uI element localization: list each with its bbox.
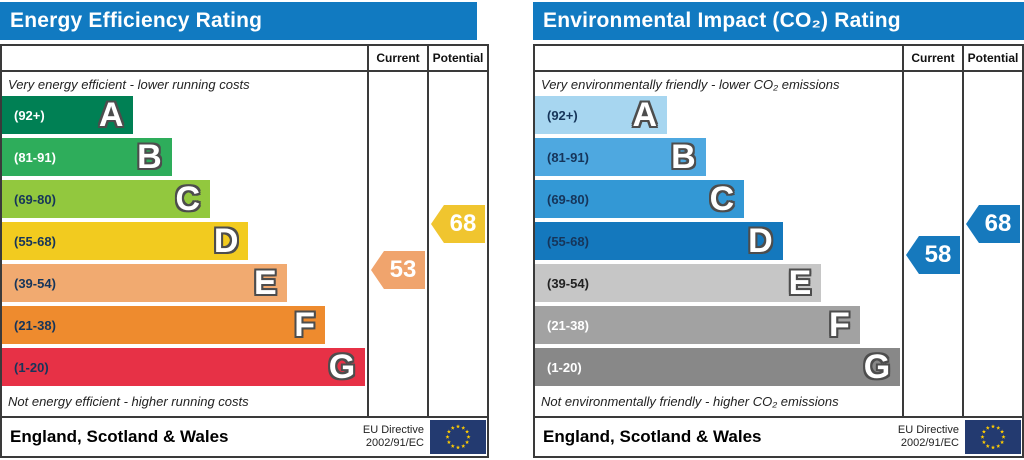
energy-chart-body: Very energy efficient - lower running co… [2, 72, 487, 416]
column-header-row: Current Potential [2, 46, 487, 72]
band-row-c: (69-80) C [2, 180, 211, 218]
eu-directive-text: EU Directive 2002/91/EC [363, 424, 424, 449]
band-row-f: (21-38) F [2, 306, 326, 344]
energy-top-caption: Very energy efficient - lower running co… [8, 76, 250, 92]
energy-chart-footer: England, Scotland & Wales EU Directive 2… [2, 416, 487, 456]
environmental-impact-chart: Environmental Impact (CO₂) Rating Curren… [533, 0, 1024, 458]
potential-rating-value: 68 [449, 210, 477, 237]
energy-potential-column: 68 [427, 72, 487, 416]
band-row-c: (69-80) C [535, 180, 745, 218]
energy-chart-title-bar: Energy Efficiency Rating [0, 2, 477, 40]
band-range-label: (21-38) [14, 317, 56, 333]
energy-chart-table: Current Potential Very energy efficient … [0, 44, 489, 458]
band-row-g: (1-20) G [2, 348, 366, 386]
eu-flag-icon [430, 420, 486, 454]
band-letter: F [294, 306, 316, 344]
eu-directive-line2: 2002/91/EC [365, 437, 424, 449]
band-letter: B [137, 138, 162, 176]
environmental-potential-column: 68 [962, 72, 1022, 416]
current-rating-value: 53 [389, 256, 417, 283]
current-rating-arrow: 53 [371, 251, 425, 289]
environmental-bottom-caption: Not environmentally friendly - higher CO… [541, 393, 839, 409]
eu-flag-icon [965, 420, 1021, 454]
environmental-chart-body: Very environmentally friendly - lower CO… [535, 72, 1022, 416]
environmental-top-caption: Very environmentally friendly - lower CO… [541, 76, 840, 92]
band-letter: G [863, 348, 891, 386]
potential-rating-value: 68 [984, 210, 1012, 237]
potential-column-header: Potential [427, 46, 487, 70]
band-range-label: (81-91) [547, 149, 589, 165]
footer-region-label: England, Scotland & Wales [543, 427, 762, 446]
footer-region-label: England, Scotland & Wales [10, 427, 229, 446]
energy-bands: (92+) A (81-91) B (69-80) C (55-68) D [2, 96, 367, 386]
band-letter: D [213, 222, 239, 260]
band-range-label: (92+) [14, 107, 45, 123]
band-row-g: (1-20) G [535, 348, 901, 386]
band-row-d: (55-68) D [535, 222, 783, 260]
band-range-label: (21-38) [547, 317, 589, 333]
band-range-label: (69-80) [547, 191, 589, 207]
band-letter: A [98, 96, 124, 134]
band-letter: C [709, 180, 735, 218]
current-rating-value: 58 [924, 241, 952, 268]
environmental-chart-title-bar: Environmental Impact (CO₂) Rating [533, 2, 1024, 40]
band-row-f: (21-38) F [535, 306, 860, 344]
energy-efficiency-chart: Energy Efficiency Rating Current Potenti… [0, 0, 489, 458]
band-range-label: (92+) [547, 107, 578, 123]
potential-rating-arrow: 68 [966, 205, 1020, 243]
environmental-chart-footer: England, Scotland & Wales EU Directive 2… [535, 416, 1022, 456]
band-range-label: (55-68) [14, 233, 56, 249]
band-row-a: (92+) A [535, 96, 668, 134]
spacer-cell [2, 46, 367, 70]
band-range-label: (39-54) [14, 275, 56, 291]
band-range-label: (55-68) [547, 233, 589, 249]
band-range-label: (69-80) [14, 191, 56, 207]
band-range-label: (1-20) [14, 359, 49, 375]
band-letter: B [671, 138, 696, 176]
environmental-band-area: Very environmentally friendly - lower CO… [535, 72, 902, 416]
band-range-label: (81-91) [14, 149, 56, 165]
band-letter: F [829, 306, 850, 344]
band-row-d: (55-68) D [2, 222, 249, 260]
environmental-current-column: 58 [902, 72, 962, 416]
band-letter: E [254, 264, 277, 302]
band-letter: D [748, 222, 773, 260]
band-letter: E [788, 264, 812, 302]
energy-bottom-caption: Not energy efficient - higher running co… [8, 393, 249, 409]
band-row-a: (92+) A [2, 96, 134, 134]
band-range-label: (1-20) [547, 359, 582, 375]
potential-rating-arrow: 68 [431, 205, 485, 243]
current-rating-arrow: 58 [906, 236, 960, 274]
environmental-bands: (92+) A (81-91) B (69-80) C (55-68) D [535, 96, 902, 386]
environmental-chart-title: Environmental Impact (CO₂) Rating [543, 9, 901, 32]
band-letter: C [175, 180, 201, 218]
environmental-chart-table: Current Potential Very environmentally f… [533, 44, 1024, 458]
band-range-label: (39-54) [547, 275, 589, 291]
eu-directive-line1: EU Directive [362, 424, 424, 437]
band-row-e: (39-54) E [2, 264, 287, 302]
potential-column-header: Potential [962, 46, 1022, 70]
energy-band-area: Very energy efficient - lower running co… [2, 72, 367, 416]
band-letter: G [328, 348, 356, 386]
column-header-row: Current Potential [535, 46, 1022, 72]
eu-directive-line1: EU Directive [897, 424, 959, 437]
eu-directive-text: EU Directive 2002/91/EC [898, 424, 959, 449]
band-row-e: (39-54) E [535, 264, 822, 302]
band-row-b: (81-91) B [535, 138, 706, 176]
spacer-cell [535, 46, 902, 70]
energy-current-column: 53 [367, 72, 427, 416]
band-letter: A [632, 96, 658, 134]
energy-chart-title: Energy Efficiency Rating [10, 9, 263, 32]
band-row-b: (81-91) B [2, 138, 172, 176]
current-column-header: Current [367, 46, 427, 70]
current-column-header: Current [902, 46, 962, 70]
eu-directive-line2: 2002/91/EC [900, 437, 959, 449]
